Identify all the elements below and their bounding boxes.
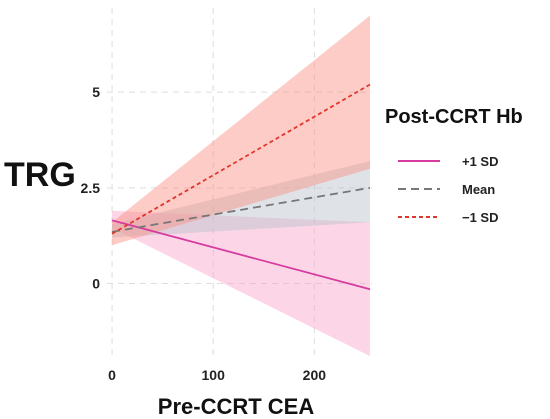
legend-entry-label: −1 SD [462, 210, 499, 225]
regression-lines [111, 83, 371, 291]
x-tick-label: 100 [202, 367, 226, 383]
series-line [111, 186, 371, 233]
y-tick-label: 5 [92, 84, 100, 100]
legend-entry-label: Mean [462, 182, 495, 197]
tick-labels: 0 100 200 0 2.5 5 [81, 84, 327, 383]
grid [107, 8, 372, 360]
y-tick-label: 0 [92, 275, 100, 291]
x-axis-label: Pre-CCRT CEA [158, 394, 315, 419]
confidence-bands [112, 15, 370, 357]
ci-band [112, 161, 370, 238]
series-line [111, 83, 371, 235]
legend-entry-label: +1 SD [462, 154, 499, 169]
x-tick-label: 200 [303, 367, 327, 383]
x-tick-label: 0 [108, 367, 116, 383]
y-axis-label: TRG [4, 156, 76, 194]
ci-band [112, 15, 370, 246]
legend-title: Post-CCRT Hb [385, 106, 523, 128]
legend: Post-CCRT Hb +1 SD Mean −1 SD [385, 106, 523, 225]
y-tick-label: 2.5 [81, 180, 101, 196]
series-line [111, 219, 371, 291]
ci-band [112, 210, 370, 357]
